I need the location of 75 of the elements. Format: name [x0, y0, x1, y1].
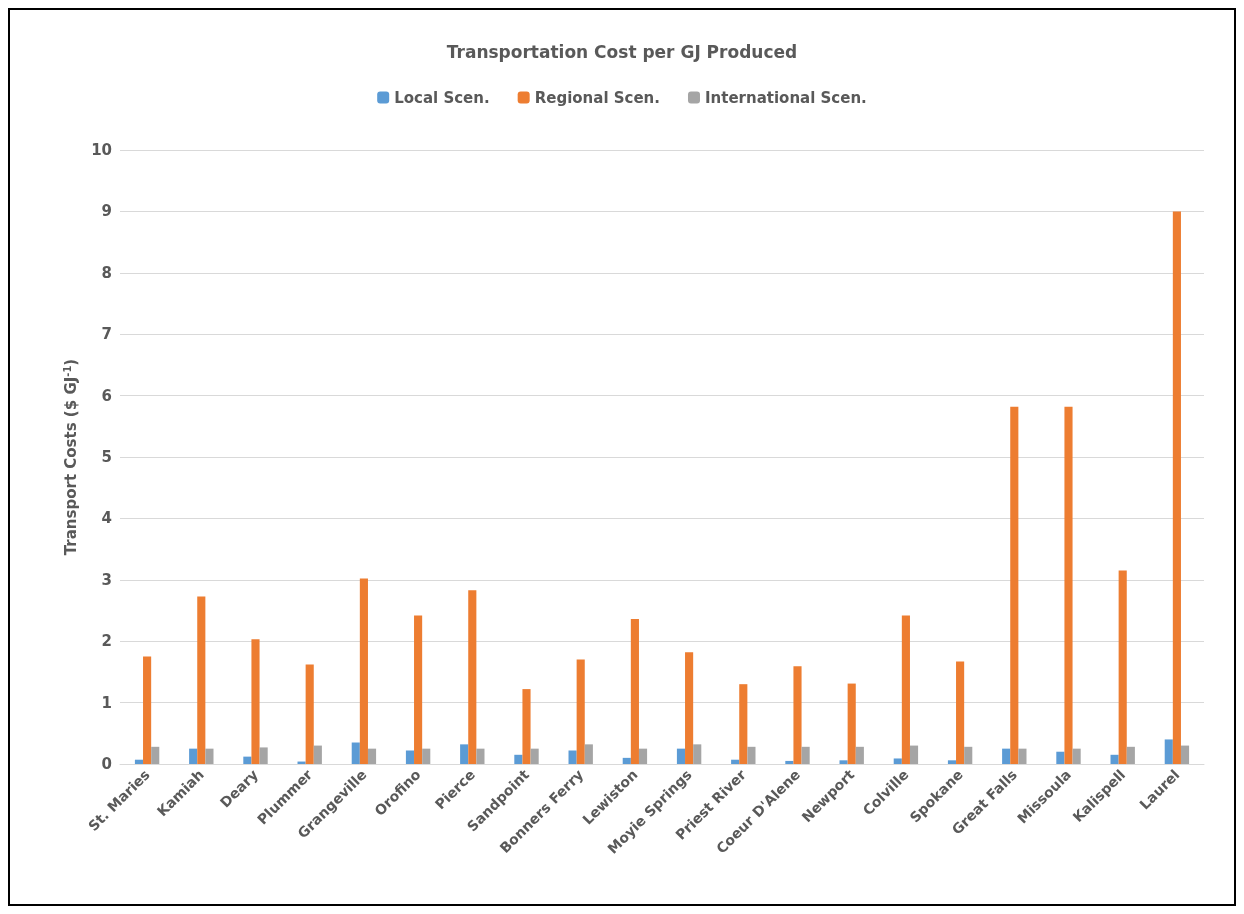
bar	[839, 760, 848, 764]
y-tick-label: 4	[101, 509, 112, 528]
bar	[785, 760, 794, 764]
bar	[801, 746, 810, 764]
bar	[739, 684, 748, 764]
y-tick-label: 2	[101, 632, 112, 651]
bar	[1126, 746, 1135, 764]
bar	[638, 748, 648, 764]
bar	[422, 748, 431, 764]
bar	[964, 746, 973, 764]
bar	[460, 744, 469, 764]
bar	[1118, 570, 1127, 764]
bar	[197, 596, 206, 764]
bar	[909, 745, 919, 764]
bar	[956, 661, 965, 764]
bar	[476, 748, 485, 764]
bar	[405, 750, 415, 764]
bar	[847, 683, 856, 764]
bar	[367, 748, 377, 764]
bar	[1010, 406, 1019, 764]
bar	[676, 748, 686, 764]
bar	[134, 759, 144, 764]
legend-label: Regional Scen.	[534, 88, 660, 107]
bar	[901, 615, 910, 764]
bar	[1056, 751, 1065, 764]
bar	[205, 748, 214, 764]
bar	[793, 666, 802, 764]
y-tick-label: 9	[101, 202, 112, 221]
bar	[143, 656, 152, 764]
bar	[855, 746, 864, 764]
bar	[685, 652, 694, 764]
y-tick-label: 0	[101, 755, 112, 773]
legend-label: International Scen.	[704, 88, 867, 107]
bar	[251, 639, 260, 764]
y-axis-title: Transport Costs ($ GJ-1)	[61, 358, 80, 556]
bar	[584, 744, 593, 764]
bar	[259, 747, 268, 764]
bar	[630, 619, 639, 764]
bar	[1064, 406, 1073, 764]
chart-title: Transportation Cost per GJ Produced	[446, 41, 798, 62]
bar	[568, 750, 577, 764]
y-tick-label: 10	[91, 141, 112, 159]
bar	[1072, 748, 1081, 764]
y-tick-label: 7	[101, 325, 112, 344]
bar	[1110, 754, 1119, 764]
bar	[1172, 211, 1181, 764]
bar	[243, 756, 252, 764]
bar	[893, 758, 902, 764]
bar	[414, 615, 423, 764]
bar	[947, 760, 957, 764]
bar	[313, 745, 322, 764]
bar	[151, 746, 160, 764]
bar	[693, 744, 702, 764]
bar	[305, 664, 314, 764]
bar	[1180, 745, 1190, 764]
bar	[576, 659, 585, 764]
y-tick-label: 3	[101, 570, 112, 589]
y-tick-label: 5	[101, 448, 112, 466]
y-tick-label: 8	[101, 263, 112, 282]
bar	[747, 746, 756, 764]
bar	[189, 748, 198, 764]
y-tick-label: 1	[101, 693, 112, 712]
y-tick-label: 6	[101, 386, 112, 405]
bar	[1002, 748, 1011, 764]
bar	[622, 757, 631, 764]
bar	[514, 754, 523, 764]
bar	[530, 748, 539, 764]
bar	[731, 759, 740, 764]
bar	[351, 742, 360, 764]
bar	[468, 590, 477, 764]
bar	[359, 578, 368, 764]
legend-label: Local Scen.	[394, 88, 490, 107]
bar	[1164, 739, 1173, 764]
bar	[522, 689, 531, 764]
bar	[1018, 748, 1027, 764]
